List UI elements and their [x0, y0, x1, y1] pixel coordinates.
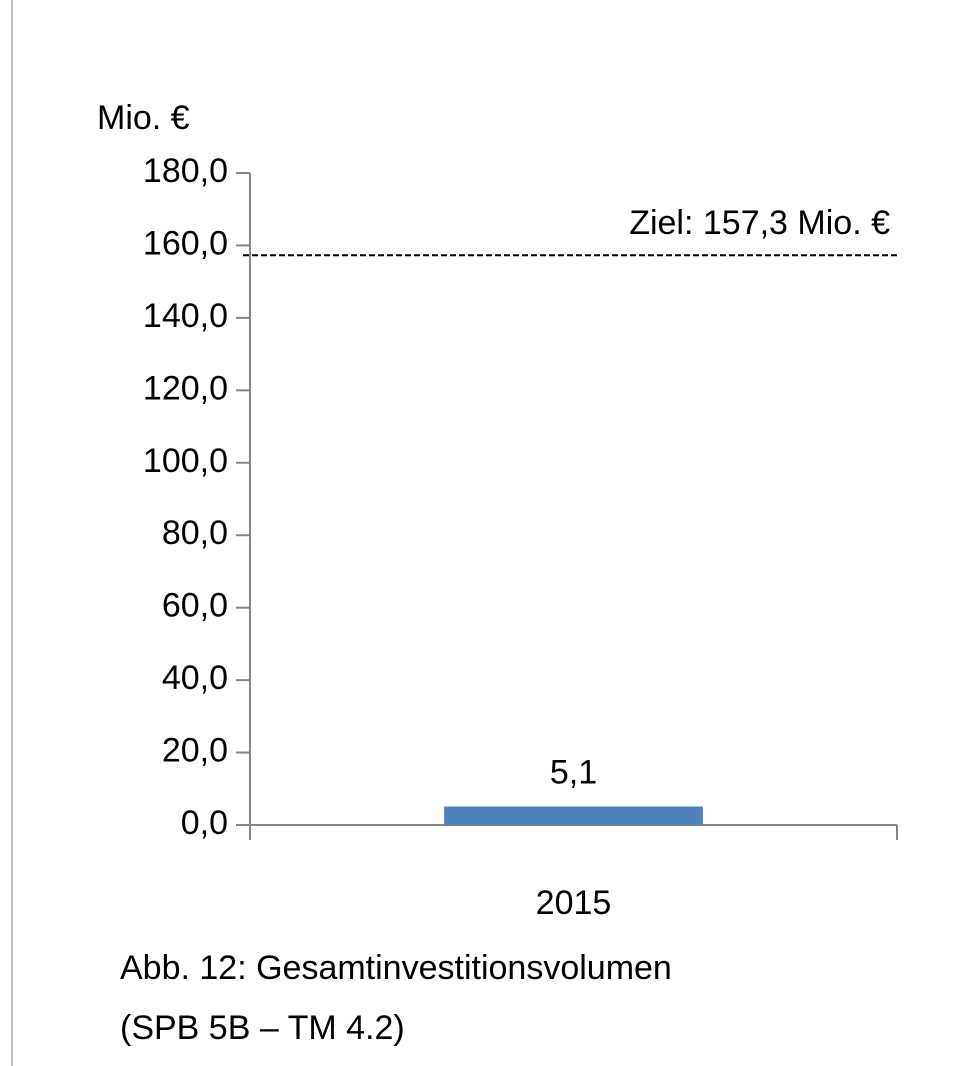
bar: [444, 806, 703, 825]
y-tick-label: 160,0: [143, 224, 228, 262]
y-tick-label: 0,0: [181, 804, 228, 842]
caption: (SPB 5B – TM 4.2): [120, 1009, 405, 1047]
value-label: 5,1: [550, 754, 597, 792]
y-tick-label: 140,0: [143, 297, 228, 335]
caption: Abb. 12: Gesamtinvestitionsvolumen: [120, 949, 672, 987]
y-axis-title: Mio. €: [97, 99, 190, 137]
target-label: Ziel: 157,3 Mio. €: [629, 204, 890, 242]
x-tick-label: 2015: [536, 884, 612, 922]
y-tick-label: 40,0: [162, 659, 228, 697]
y-tick-label: 120,0: [143, 369, 228, 407]
y-tick-label: 20,0: [162, 732, 228, 770]
y-tick-label: 180,0: [143, 152, 228, 190]
y-tick-label: 100,0: [143, 442, 228, 480]
y-tick-label: 60,0: [162, 587, 228, 625]
y-tick-label: 80,0: [162, 514, 228, 552]
